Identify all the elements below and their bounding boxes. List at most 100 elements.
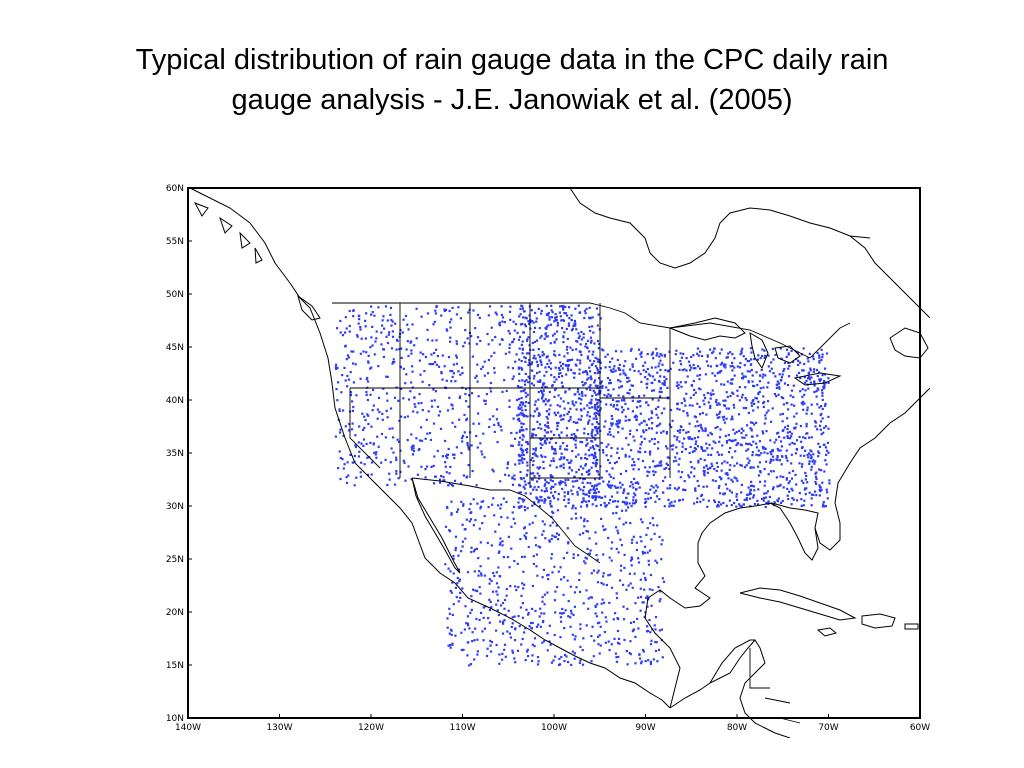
gauge-point — [818, 361, 821, 364]
gauge-point — [627, 407, 630, 410]
gauge-point — [482, 616, 485, 619]
gauge-point — [685, 369, 688, 372]
gauge-point — [636, 406, 639, 409]
gauge-point — [518, 441, 521, 444]
gauge-point — [764, 496, 768, 499]
gauge-point — [395, 458, 398, 462]
gauge-point — [522, 500, 525, 503]
gauge-point — [370, 461, 374, 464]
gauge-point — [436, 449, 439, 453]
gauge-point — [515, 431, 518, 434]
gauge-point — [518, 625, 521, 628]
gauge-point — [543, 434, 546, 437]
gauge-point — [475, 617, 478, 621]
gauge-point — [733, 366, 736, 369]
gauge-point — [804, 478, 807, 481]
gauge-point — [769, 439, 772, 442]
gauge-point — [596, 558, 599, 561]
lon-tick-label: 70W — [818, 723, 838, 733]
gauge-point — [735, 444, 738, 447]
gauge-point — [467, 311, 470, 314]
gauge-point — [682, 352, 685, 355]
gauge-point — [526, 441, 529, 444]
gauge-point — [559, 480, 562, 483]
gauge-point — [488, 425, 491, 429]
gauge-point — [609, 369, 612, 372]
gauge-point — [468, 394, 471, 397]
gauge-point — [559, 566, 562, 569]
gauge-point — [779, 379, 782, 382]
gauge-point — [822, 503, 825, 506]
gauge-point — [615, 400, 618, 403]
gauge-point — [594, 498, 597, 502]
gauge-point — [666, 464, 669, 467]
gauge-point — [535, 320, 538, 323]
gauge-point — [371, 344, 374, 347]
gauge-point — [734, 438, 737, 442]
gauge-point — [750, 351, 753, 354]
gauge-point — [519, 307, 522, 311]
political-borders-layer — [332, 302, 851, 724]
gauge-point — [606, 377, 610, 380]
gauge-point — [625, 437, 628, 440]
gauge-point — [465, 387, 468, 390]
gauge-point — [740, 464, 743, 467]
gauge-point — [617, 408, 620, 411]
gauge-point — [344, 379, 347, 382]
gauge-point — [610, 586, 614, 589]
gauge-point — [724, 434, 727, 438]
gauge-point — [567, 542, 570, 545]
gauge-point — [562, 442, 565, 445]
gauge-point — [719, 410, 722, 413]
gauge-point — [793, 415, 796, 418]
gauge-point — [683, 399, 686, 402]
gauge-point — [561, 386, 564, 389]
gauge-point — [509, 636, 512, 639]
gauge-point — [367, 473, 370, 476]
gauge-point — [559, 397, 563, 400]
gauge-point — [576, 491, 579, 494]
gauge-point — [384, 305, 388, 308]
gauge-point — [566, 551, 569, 554]
gauge-point — [536, 420, 539, 423]
gauge-point — [488, 578, 491, 581]
gauge-point — [622, 523, 625, 526]
gauge-point — [761, 430, 764, 433]
gauge-point — [815, 395, 818, 398]
gauge-point — [339, 456, 342, 460]
gauge-point — [392, 451, 395, 454]
gauge-point — [612, 618, 615, 621]
gauge-point — [567, 364, 570, 367]
gauge-point — [632, 535, 635, 538]
gauge-point — [800, 465, 803, 468]
gauge-point — [486, 372, 490, 375]
gauge-point — [545, 415, 548, 419]
gauge-point — [692, 363, 695, 367]
gauge-point — [446, 456, 449, 459]
gauge-point — [616, 486, 619, 489]
gauge-point — [804, 471, 807, 475]
gauge-point — [651, 517, 654, 520]
gauge-point — [377, 306, 380, 309]
gauge-point — [807, 377, 810, 380]
gauge-point — [714, 400, 718, 404]
gauge-point — [526, 469, 529, 472]
gauge-point — [521, 352, 524, 355]
gauge-point — [490, 606, 493, 609]
gauge-point — [648, 466, 651, 469]
gauge-point — [464, 329, 467, 332]
gauge-point — [655, 347, 658, 350]
gauge-point — [510, 444, 513, 447]
gauge-point — [603, 601, 606, 604]
gauge-point — [487, 343, 490, 346]
gauge-point — [589, 488, 592, 491]
gauge-point — [741, 347, 744, 350]
gauge-point — [822, 500, 825, 504]
gauge-point — [699, 457, 702, 460]
gauge-point — [367, 422, 370, 426]
gauge-point — [459, 591, 462, 594]
gauge-point — [453, 453, 456, 456]
gauge-point — [539, 442, 542, 445]
gauge-point — [536, 363, 539, 366]
gauge-point — [521, 498, 524, 501]
